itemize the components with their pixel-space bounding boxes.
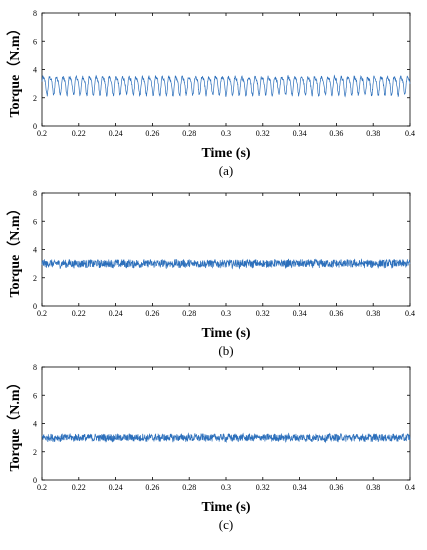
x-tick-label: 0.22 bbox=[72, 309, 86, 318]
plot-frame bbox=[41, 12, 411, 127]
x-tick-label: 0.32 bbox=[256, 309, 270, 318]
x-tick-label: 0.28 bbox=[182, 309, 196, 318]
plot-frame bbox=[41, 366, 411, 481]
x-tick-label: 0.34 bbox=[293, 483, 307, 492]
y-tick-label: 4 bbox=[33, 420, 37, 429]
y-tick-label: 8 bbox=[33, 363, 37, 372]
x-tick-label: 0.22 bbox=[72, 483, 86, 492]
x-axis-title: Time (s) bbox=[201, 326, 250, 341]
x-tick-label: 0.4 bbox=[405, 129, 415, 138]
chart-panel-2: 0.2 0.22 0.24 0.26 0.28 0.3 0.32 0.34 0.36 0.38 0.… bbox=[7, 189, 415, 358]
y-tick-label: 2 bbox=[33, 448, 37, 457]
x-tick-label: 0.32 bbox=[256, 129, 270, 138]
panel-label: (a) bbox=[219, 163, 233, 178]
y-tick-label: 2 bbox=[33, 274, 37, 283]
y-tick-label: 4 bbox=[33, 246, 37, 255]
x-axis-title: Time (s) bbox=[201, 146, 250, 161]
plot-frame bbox=[41, 192, 411, 307]
chart-panel-1: 0.2 0.22 0.24 0.26 0.28 0.3 0.32 0.34 0.36 0.38 0.… bbox=[7, 9, 415, 178]
torque-series-line bbox=[41, 74, 411, 98]
x-tick-label: 0.4 bbox=[405, 309, 415, 318]
x-tick-label: 0.24 bbox=[109, 129, 123, 138]
y-axis-title: Torque（N.m） bbox=[7, 201, 23, 297]
y-tick-label: 0 bbox=[33, 476, 37, 485]
y-tick-label: 6 bbox=[33, 391, 37, 400]
y-tick-label: 8 bbox=[33, 9, 37, 18]
y-tick-label: 0 bbox=[33, 302, 37, 311]
x-tick-label: 0.2 bbox=[37, 483, 47, 492]
x-tick-label: 0.38 bbox=[366, 129, 380, 138]
x-tick-label: 0.22 bbox=[72, 129, 86, 138]
y-tick-label: 2 bbox=[33, 94, 37, 103]
y-tick-label: 6 bbox=[33, 217, 37, 226]
x-tick-label: 0.2 bbox=[37, 309, 47, 318]
y-tick-label: 8 bbox=[33, 189, 37, 198]
x-tick-label: 0.3 bbox=[221, 309, 231, 318]
x-tick-label: 0.28 bbox=[182, 129, 196, 138]
x-tick-label: 0.34 bbox=[293, 129, 307, 138]
torque-series-line bbox=[41, 432, 411, 444]
x-tick-label: 0.2 bbox=[37, 129, 47, 138]
y-tick-label: 0 bbox=[33, 122, 37, 131]
x-tick-label: 0.38 bbox=[366, 483, 380, 492]
y-axis-title: Torque（N.m） bbox=[7, 21, 23, 117]
x-tick-label: 0.26 bbox=[145, 483, 159, 492]
x-tick-label: 0.26 bbox=[145, 309, 159, 318]
x-tick-label: 0.36 bbox=[329, 483, 343, 492]
panel-label: (b) bbox=[218, 343, 233, 358]
x-tick-label: 0.3 bbox=[221, 129, 231, 138]
y-tick-label: 6 bbox=[33, 37, 37, 46]
x-tick-label: 0.32 bbox=[256, 483, 270, 492]
x-tick-label: 0.24 bbox=[109, 309, 123, 318]
x-tick-label: 0.28 bbox=[182, 483, 196, 492]
torque-series-line bbox=[41, 258, 411, 270]
y-axis-title: Torque（N.m） bbox=[7, 375, 23, 471]
x-tick-label: 0.4 bbox=[405, 483, 415, 492]
x-tick-label: 0.36 bbox=[329, 129, 343, 138]
x-tick-label: 0.3 bbox=[221, 483, 231, 492]
chart-panel-3: 0.2 0.22 0.24 0.26 0.28 0.3 0.32 0.34 0.36 0.38 0.… bbox=[7, 363, 415, 532]
x-tick-label: 0.26 bbox=[145, 129, 159, 138]
panel-label: (c) bbox=[219, 517, 233, 532]
x-tick-label: 0.24 bbox=[109, 483, 123, 492]
x-tick-label: 0.36 bbox=[329, 309, 343, 318]
x-axis-title: Time (s) bbox=[201, 500, 250, 515]
x-tick-label: 0.38 bbox=[366, 309, 380, 318]
x-tick-label: 0.34 bbox=[293, 309, 307, 318]
y-tick-label: 4 bbox=[33, 66, 37, 75]
